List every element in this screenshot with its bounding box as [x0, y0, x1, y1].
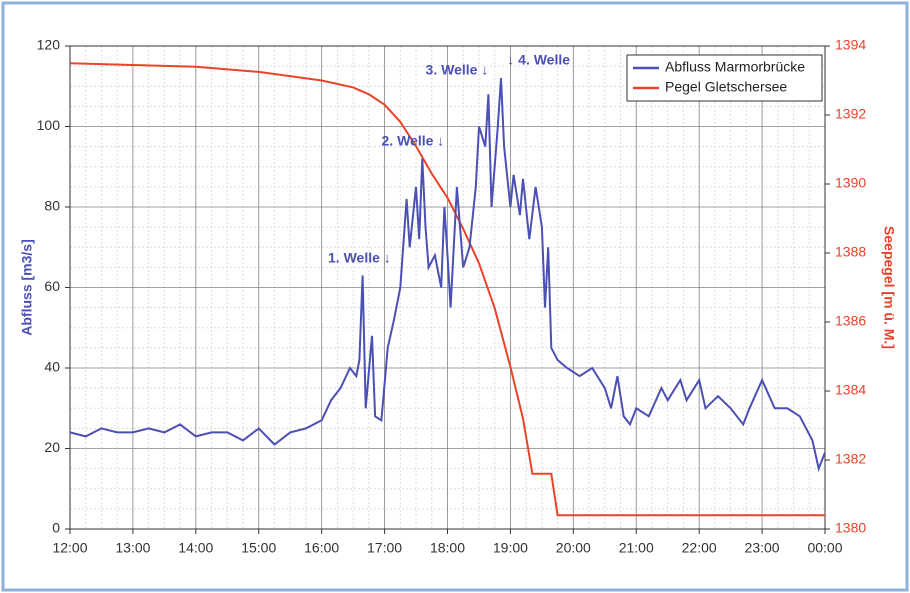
- legend-label: Abfluss Marmorbrücke: [665, 59, 805, 75]
- x-tick-label: 13:00: [115, 540, 150, 556]
- y-tick-label: 120: [37, 37, 61, 53]
- x-tick-label: 18:00: [430, 540, 465, 556]
- annotation: 1. Welle ↓: [328, 250, 391, 266]
- y-axis-title: Abfluss [m3/s]: [19, 239, 35, 335]
- plot-border: [69, 45, 826, 530]
- line-series: [69, 62, 825, 517]
- y-tick-label: 60: [44, 278, 60, 294]
- legend-label: Pegel Gletschersee: [665, 79, 787, 95]
- legend-box: [626, 54, 823, 102]
- y-tick-label: 40: [44, 359, 60, 375]
- annotation: ↓ 4. Welle: [507, 52, 570, 68]
- y-tick-label: 100: [37, 117, 61, 133]
- x-tick-label: 21:00: [619, 540, 654, 556]
- x-tick-label: 19:00: [493, 540, 528, 556]
- x-tick-label: 00:00: [807, 540, 842, 556]
- x-tick-label: 15:00: [241, 540, 276, 556]
- y2-tick-label: 1386: [835, 313, 866, 329]
- y2-tick-label: 1384: [835, 382, 866, 398]
- y2-tick-label: 1392: [835, 106, 866, 122]
- x-tick-label: 12:00: [52, 540, 87, 556]
- line-series: [69, 78, 826, 473]
- y2-tick-label: 1380: [835, 520, 866, 536]
- x-tick-label: 14:00: [178, 540, 213, 556]
- y2-tick-label: 1382: [835, 451, 866, 467]
- x-tick-label: 23:00: [745, 540, 780, 556]
- y-tick-label: 0: [52, 520, 60, 536]
- y2-tick-label: 1388: [835, 244, 866, 260]
- y2-tick-label: 1390: [835, 175, 866, 191]
- x-tick-label: 17:00: [367, 540, 402, 556]
- y-tick-label: 20: [44, 439, 60, 455]
- x-tick-label: 16:00: [304, 540, 339, 556]
- x-tick-label: 22:00: [682, 540, 717, 556]
- y2-axis-title: Seepegel [m ü. M.]: [881, 226, 897, 349]
- annotation: 2. Welle ↓: [382, 133, 445, 149]
- x-tick-label: 20:00: [556, 540, 591, 556]
- y-tick-label: 80: [44, 198, 60, 214]
- annotation: 3. Welle ↓: [426, 62, 489, 78]
- y2-tick-label: 1394: [835, 37, 866, 53]
